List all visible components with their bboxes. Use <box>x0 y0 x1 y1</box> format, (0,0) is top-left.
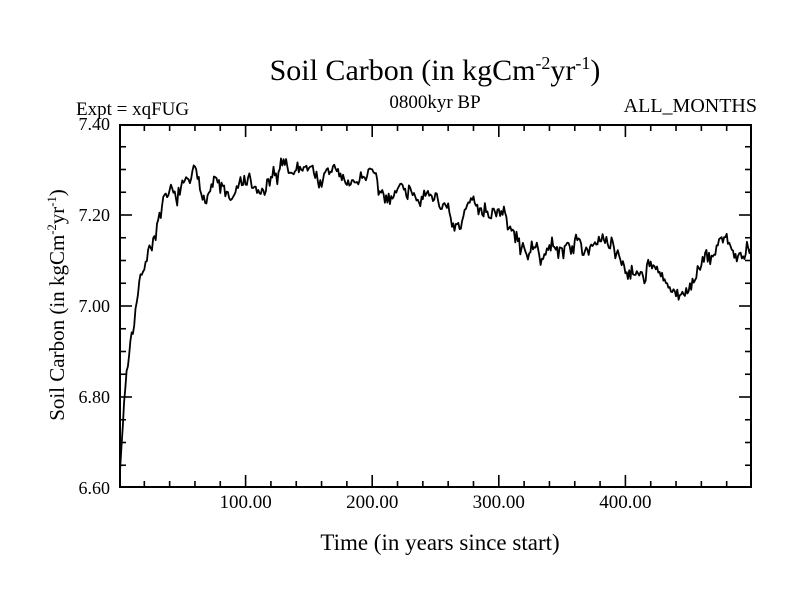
chart-title: Soil Carbon (in kgCm-2yr-1) <box>135 54 735 88</box>
axis-ticks <box>119 124 752 488</box>
months-label: ALL_MONTHS <box>623 95 757 117</box>
x-axis-title: Time (in years since start) <box>320 530 560 555</box>
x-tick-label: 100.00 <box>219 492 272 513</box>
y-tick-label: 7.40 <box>78 114 111 134</box>
chart-title-exponent: -2 <box>535 53 551 73</box>
chart-title-text: Soil Carbon (in kgCm <box>269 54 536 87</box>
y-tick-label: 6.60 <box>78 478 111 498</box>
y-tick-label: 6.80 <box>78 387 111 407</box>
chart-subtitle: 0800kyr BP <box>389 92 481 113</box>
chart-title-text: yr <box>550 54 576 87</box>
x-tick-label: 200.00 <box>346 492 399 513</box>
chart-title-exponent: -1 <box>575 53 591 73</box>
chart-title-text: ) <box>590 54 601 87</box>
soil-carbon-series-line <box>119 157 752 488</box>
y-tick-label: 7.20 <box>78 205 111 225</box>
axis-frame <box>119 124 752 488</box>
y-tick-label: 7.00 <box>78 296 111 316</box>
x-tick-label: 400.00 <box>599 492 652 513</box>
x-tick-label: 300.00 <box>472 492 525 513</box>
experiment-label: Expt = xqFUG <box>76 99 190 120</box>
y-axis-title-text: ) <box>45 189 69 197</box>
